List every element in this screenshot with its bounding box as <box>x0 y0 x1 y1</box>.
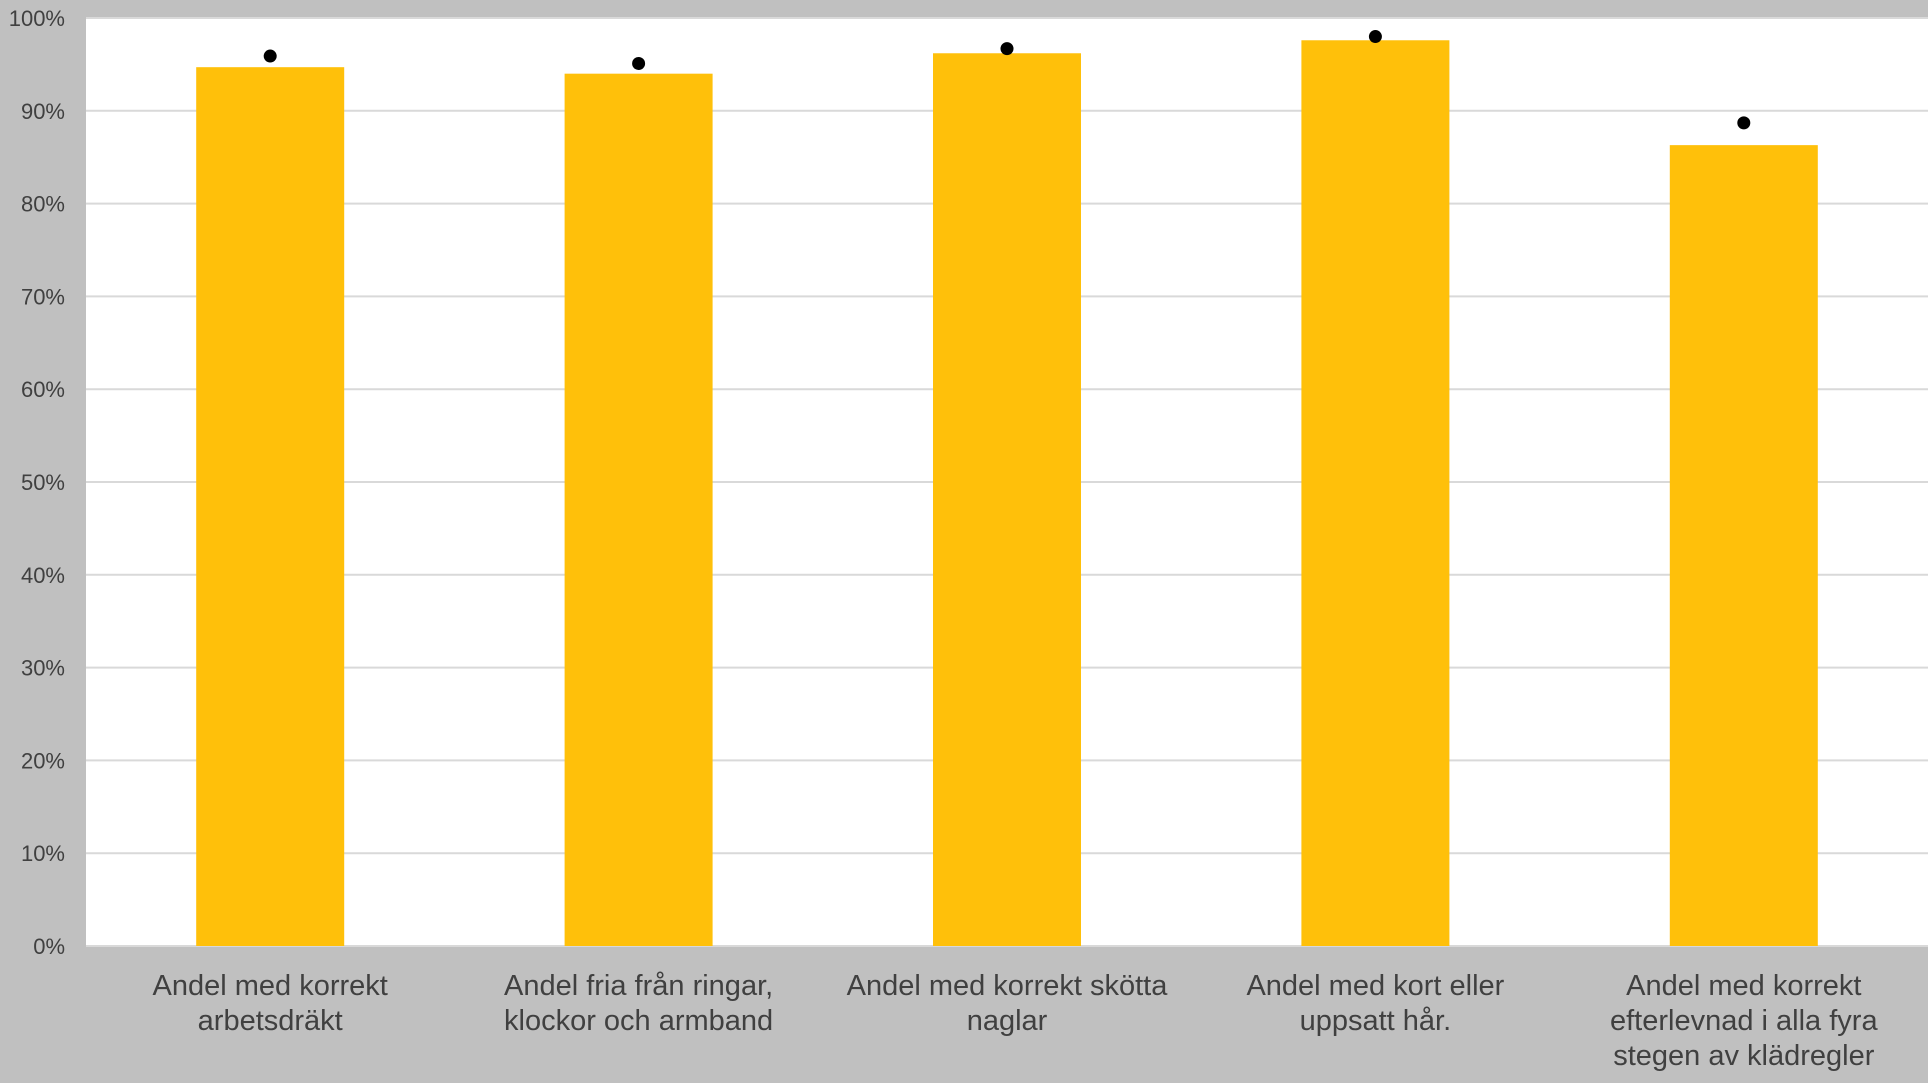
y-tick-label: 20% <box>21 748 65 773</box>
category-label: Andel med kort eller uppsatt hår. <box>1246 970 1504 1037</box>
category-label-line: Andel med korrekt skötta <box>847 970 1169 1002</box>
category-label-line: stegen av klädregler <box>1613 1040 1874 1072</box>
category-label: Andel fria från ringar, klockor och armba… <box>504 970 773 1037</box>
y-tick-label: 70% <box>21 284 65 309</box>
y-tick-label: 80% <box>21 192 65 217</box>
y-tick-label: 100% <box>9 6 65 31</box>
bar <box>1301 40 1450 947</box>
bar <box>564 73 713 947</box>
category-label: Andel med korrekt efterlevnad i alla fyra… <box>1610 970 1878 1072</box>
marker-dot <box>1000 42 1014 56</box>
category-label-line: Andel med kort eller <box>1246 970 1504 1002</box>
bar <box>933 53 1081 947</box>
category-label-line: Andel med korrekt <box>153 970 388 1002</box>
category-label-line: uppsatt hår. <box>1300 1005 1452 1037</box>
y-tick-label: 10% <box>21 841 65 866</box>
y-tick-label: 60% <box>21 377 65 402</box>
bars <box>196 40 1818 947</box>
category-label-line: Andel med korrekt <box>1626 970 1861 1002</box>
y-axis-ticks: 0% 10% 20% 30% 40% 50% 60% 70% 80% 90% 100% <box>9 6 65 959</box>
bar <box>196 67 345 946</box>
category-label-line: klockor och armband <box>504 1005 773 1037</box>
category-label-line: naglar <box>967 1005 1048 1037</box>
category-label: Andel med korrekt arbetsdräkt <box>153 970 388 1037</box>
y-tick-label: 40% <box>21 563 65 588</box>
bar <box>1669 145 1818 947</box>
category-label-line: Andel fria från ringar, <box>504 970 773 1002</box>
y-tick-label: 50% <box>21 470 65 495</box>
marker-dot <box>263 49 277 63</box>
y-tick-label: 30% <box>21 656 65 681</box>
marker-dot <box>1368 30 1382 44</box>
marker-dot <box>1737 116 1751 130</box>
category-label-line: efterlevnad i alla fyra <box>1610 1005 1878 1037</box>
category-label-line: arbetsdräkt <box>198 1005 343 1037</box>
marker-dot <box>632 56 646 70</box>
y-tick-label: 0% <box>33 934 65 959</box>
markers <box>263 30 1751 130</box>
y-tick-label: 90% <box>21 99 65 124</box>
category-label: Andel med korrekt skötta naglar <box>847 970 1169 1037</box>
